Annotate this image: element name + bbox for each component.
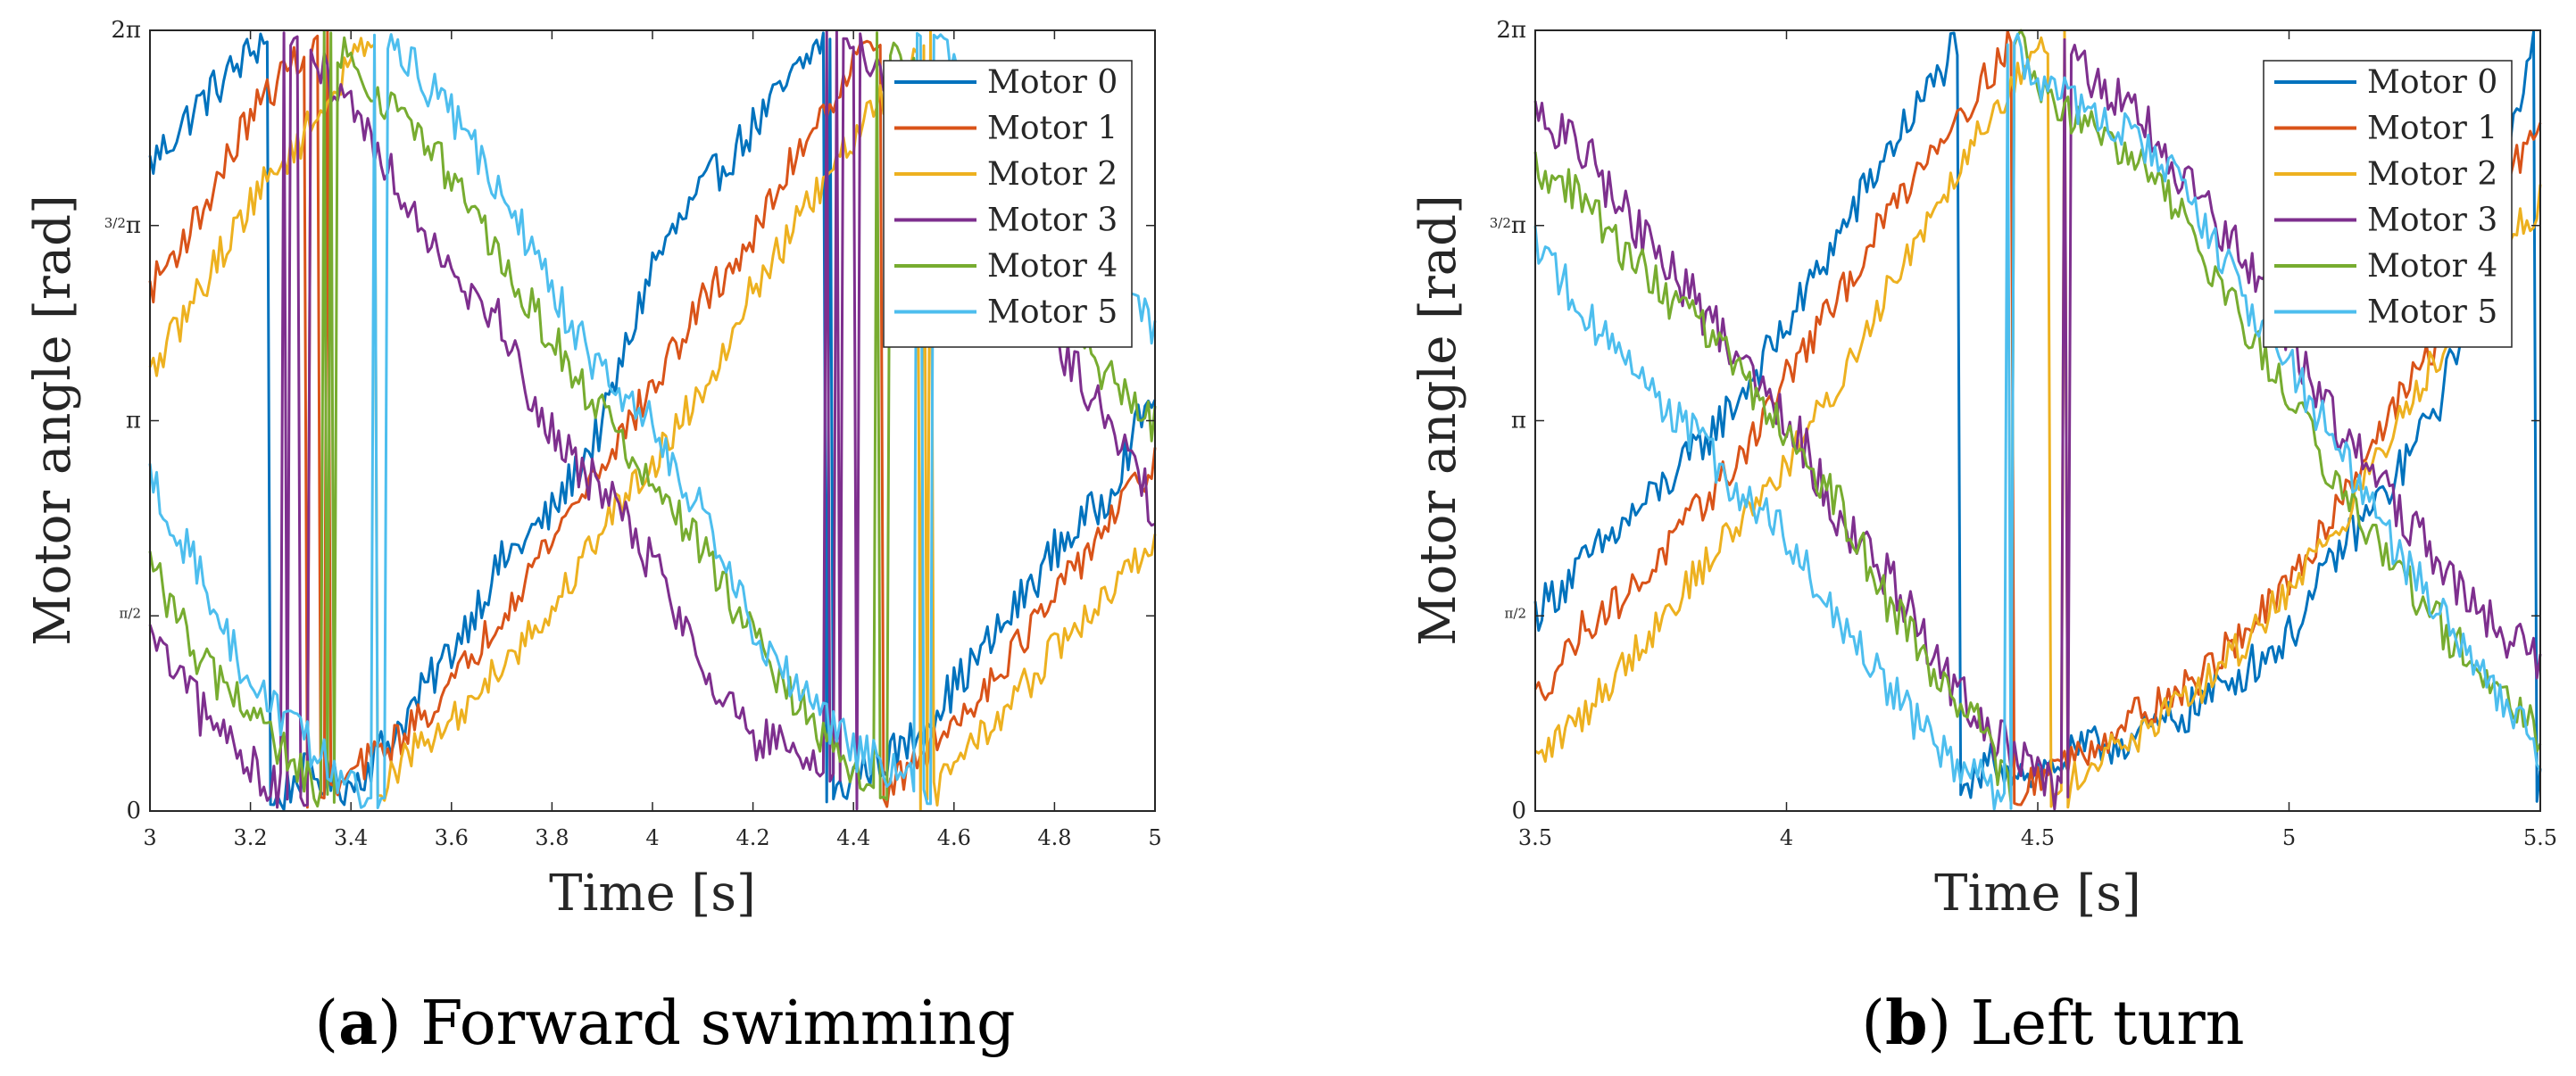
- legend-label: Motor 2: [987, 156, 1118, 193]
- x-tick-label: 3.5: [1518, 825, 1552, 850]
- x-tick-label: 4: [1780, 825, 1793, 850]
- axis-layer: 3.5 4 4.5 5 5.5 0 π/2 π 3/2π 2π: [1490, 17, 2557, 850]
- x-tick-label: 5.5: [2523, 825, 2557, 850]
- series-line-motor-5: [1533, 32, 2542, 811]
- x-axis-label: Time [s]: [1934, 865, 2141, 923]
- x-tick-label: 5: [2282, 825, 2296, 850]
- y-axis-label: Motor angle [rad]: [1409, 195, 1467, 646]
- series-line-motor-1: [148, 29, 1157, 809]
- legend-label: Motor 5: [2367, 294, 2497, 331]
- y-tick-label: π: [1511, 408, 1526, 435]
- legend-label: Motor 2: [2367, 156, 2497, 193]
- legend-label: Motor 4: [987, 248, 1118, 285]
- x-tick-label: 4.4: [836, 825, 870, 850]
- x-tick-label: 4.8: [1037, 825, 1071, 850]
- x-tick-label: 4.6: [937, 825, 971, 850]
- caption-letter: b: [1885, 988, 1928, 1059]
- x-tick-label: 3.6: [435, 825, 469, 850]
- legend: Motor 0 Motor 1 Motor 2 Motor 3 Motor 4 Motor…: [2263, 60, 2513, 348]
- legend-label: Motor 5: [987, 294, 1118, 331]
- y-tick-label: 3/2π: [1490, 212, 1526, 239]
- x-tick-label: 5: [1148, 825, 1161, 850]
- legend-label: Motor 1: [987, 111, 1118, 147]
- series-line-motor-0: [148, 31, 1157, 812]
- series-line-motor-1: [1533, 29, 2542, 807]
- x-tick-label: 3.2: [234, 825, 268, 850]
- x-tick-label: 4.5: [2021, 825, 2055, 850]
- caption-letter: a: [338, 988, 378, 1059]
- legend-box: [883, 60, 1133, 348]
- legend-box: [2263, 60, 2513, 348]
- y-axis-label: Motor angle [rad]: [24, 195, 82, 646]
- x-tick-label: 3.8: [535, 825, 569, 850]
- legend-label: Motor 1: [2367, 111, 2497, 147]
- y-tick-label: 0: [1511, 798, 1526, 824]
- y-tick-label: 0: [126, 798, 141, 824]
- legend-label: Motor 3: [987, 203, 1118, 239]
- x-tick-label: 3: [143, 825, 156, 850]
- caption-text: Left turn: [1971, 989, 2245, 1059]
- y-tick-label: 2π: [1496, 17, 1526, 44]
- y-tick-label: π/2: [120, 605, 141, 621]
- subfigure-caption: (b) Left turn: [1861, 988, 2244, 1059]
- series-line-motor-4: [1533, 29, 2542, 805]
- legend-label: Motor 4: [2367, 248, 2497, 285]
- chart-panel-forward-swimming: 3 3.2 3.4 3.6 3.8 4 4.2 4.4 4.6 4.8 5 0 π/2 π 3/2π 2π T…: [24, 17, 1162, 1059]
- y-tick-label: 3/2π: [104, 212, 141, 239]
- x-tick-label: 3.4: [334, 825, 368, 850]
- legend-label: Motor 3: [2367, 203, 2497, 239]
- series-layer: [1533, 29, 2542, 811]
- y-tick-label: π: [126, 408, 141, 435]
- y-tick-label: 2π: [111, 17, 141, 44]
- legend-label: Motor 0: [987, 64, 1118, 101]
- series-line-motor-3: [1533, 37, 2542, 811]
- legend: Motor 0 Motor 1 Motor 2 Motor 3 Motor 4 Motor…: [883, 60, 1133, 348]
- x-tick-label: 4: [645, 825, 659, 850]
- x-axis-label: Time [s]: [549, 865, 756, 923]
- caption-text: Forward swimming: [420, 989, 1015, 1059]
- series-line-motor-2: [148, 29, 1157, 812]
- axis-layer: 3 3.2 3.4 3.6 3.8 4 4.2 4.4 4.6 4.8 5 0 π/2 π 3/2π 2π: [104, 17, 1162, 850]
- subfigure-caption: (a) Forward swimming: [315, 988, 1016, 1059]
- y-tick-label: π/2: [1505, 605, 1526, 621]
- chart-panel-left-turn: 3.5 4 4.5 5 5.5 0 π/2 π 3/2π 2π Time [s] Motor an…: [1409, 17, 2557, 1059]
- x-tick-label: 4.2: [736, 825, 770, 850]
- legend-label: Motor 0: [2367, 64, 2497, 101]
- series-line-motor-2: [1534, 29, 2542, 809]
